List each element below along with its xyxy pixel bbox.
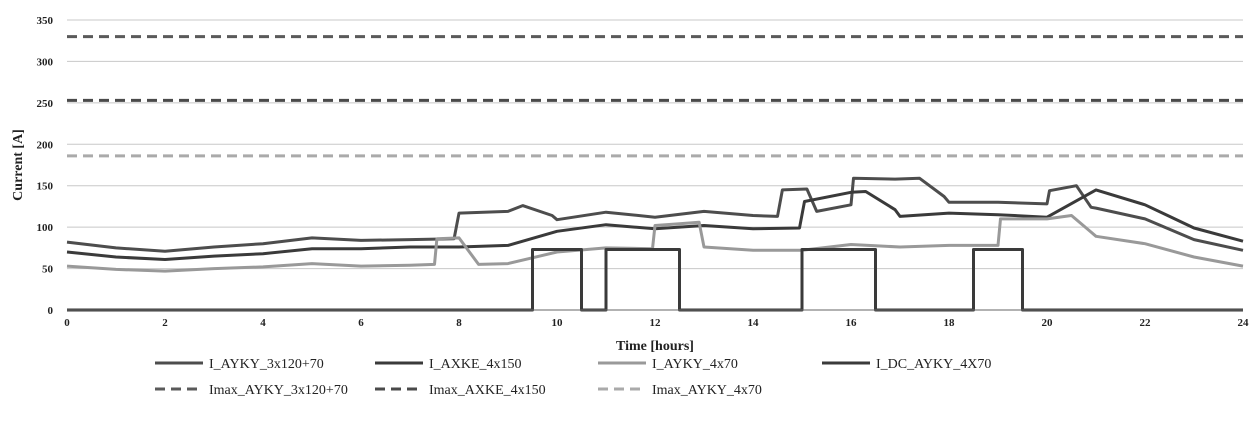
x-tick-label: 12 (650, 317, 662, 329)
series-line-2 (66, 188, 1244, 261)
series-line-3 (66, 214, 1244, 273)
legend: I_AYKY_3x120+70 I_AXKE_4x150 I_AYKY_4x70 I_… (155, 357, 991, 398)
y-tick-label: 300 (37, 56, 54, 68)
series-line-1 (66, 176, 1244, 253)
y-tick-label: 350 (37, 15, 54, 27)
x-axis-title: Time [hours] (616, 339, 694, 354)
legend-label: I_AXKE_4x150 (429, 357, 522, 372)
y-tick-label: 100 (37, 222, 54, 234)
x-tick-label: 14 (748, 317, 760, 329)
legend-label: Imax_AXKE_4x150 (429, 383, 546, 398)
x-tick-label: 20 (1042, 317, 1054, 329)
x-tick-label: 8 (456, 317, 462, 329)
y-tick-label: 0 (48, 305, 54, 317)
legend-label: I_DC_AYKY_4X70 (876, 357, 991, 372)
x-tick-labels: 0 2 4 6 8 10 12 14 16 18 20 22 24 (64, 317, 1249, 329)
x-tick-label: 10 (552, 317, 564, 329)
x-tick-label: 24 (1238, 317, 1250, 329)
y-tick-label: 250 (37, 98, 54, 110)
legend-label: I_AYKY_4x70 (652, 357, 738, 372)
grid-lines (67, 19, 1243, 270)
y-tick-label: 200 (37, 139, 54, 151)
series-line-4 (67, 248, 1243, 312)
x-tick-label: 16 (846, 317, 858, 329)
legend-label: I_AYKY_3x120+70 (209, 357, 324, 372)
x-tick-label: 22 (1140, 317, 1152, 329)
legend-label: Imax_AYKY_4x70 (652, 383, 762, 398)
y-axis-title: Current [A] (11, 129, 26, 201)
y-tick-label: 150 (37, 181, 54, 193)
y-tick-label: 50 (42, 264, 54, 276)
y-tick-labels: 0 50 100 150 200 250 300 350 (37, 15, 54, 317)
x-tick-label: 4 (260, 317, 266, 329)
x-tick-label: 2 (162, 317, 168, 329)
x-tick-label: 18 (944, 317, 956, 329)
x-tick-label: 0 (64, 317, 70, 329)
x-tick-label: 6 (358, 317, 364, 329)
legend-label: Imax_AYKY_3x120+70 (209, 383, 348, 398)
